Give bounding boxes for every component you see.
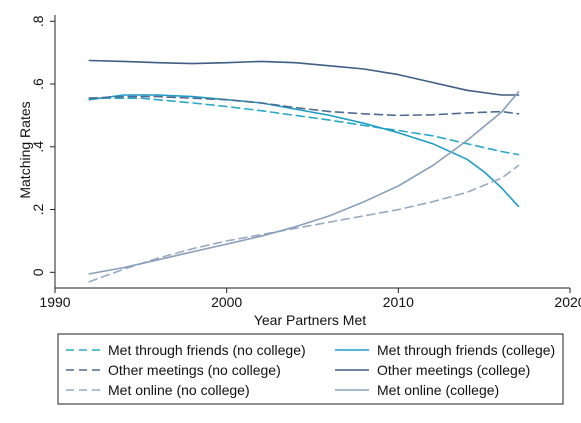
legend-label: Met through friends (no college): [108, 342, 306, 358]
series-lines: [88, 59, 520, 283]
x-tick-label: 2020: [554, 294, 581, 310]
x-tick-label: 1990: [39, 294, 70, 310]
legend-item: Met through friends (no college): [66, 342, 306, 358]
y-tick-label: 0: [30, 268, 46, 276]
legend-item: Other meetings (college): [335, 362, 530, 378]
legend-label: Other meetings (college): [377, 362, 530, 378]
legend: Met through friends (no college) Met thro…: [57, 333, 564, 405]
legend-item: Other meetings (no college): [66, 362, 281, 378]
y-tick-label: .6: [30, 78, 46, 90]
legend-label: Other meetings (no college): [108, 362, 281, 378]
legend-item: Met through friends (college): [335, 342, 555, 358]
series-line-1: [88, 97, 520, 156]
x-axis-title: Year Partners Met: [254, 312, 366, 328]
y-tick-label: .2: [30, 204, 46, 216]
legend-label: Met online (no college): [108, 382, 250, 398]
series-line-5: [88, 164, 520, 283]
legend-items: Met through friends (no college) Met thro…: [66, 342, 555, 398]
legend-box: [57, 333, 564, 405]
x-tick-label: 2010: [383, 294, 414, 310]
legend-label: Met online (college): [377, 382, 499, 398]
y-axis-title: Matching Rates: [17, 101, 33, 198]
y-tick-label: .8: [30, 15, 46, 27]
series-line-2: [88, 94, 520, 208]
series-line-4: [88, 59, 520, 96]
x-tick-label: 2000: [211, 294, 242, 310]
series-line-3: [88, 95, 520, 117]
legend-label: Met through friends (college): [377, 342, 555, 358]
series-line-6: [88, 91, 520, 275]
x-axis-ticks: 1990 2000 2010 2020: [39, 288, 581, 310]
legend-item: Met online (no college): [66, 382, 250, 398]
y-axis-ticks: 0 .2 .4 .6 .8: [30, 15, 55, 276]
legend-item: Met online (college): [335, 382, 499, 398]
y-tick-label: .4: [30, 141, 46, 153]
